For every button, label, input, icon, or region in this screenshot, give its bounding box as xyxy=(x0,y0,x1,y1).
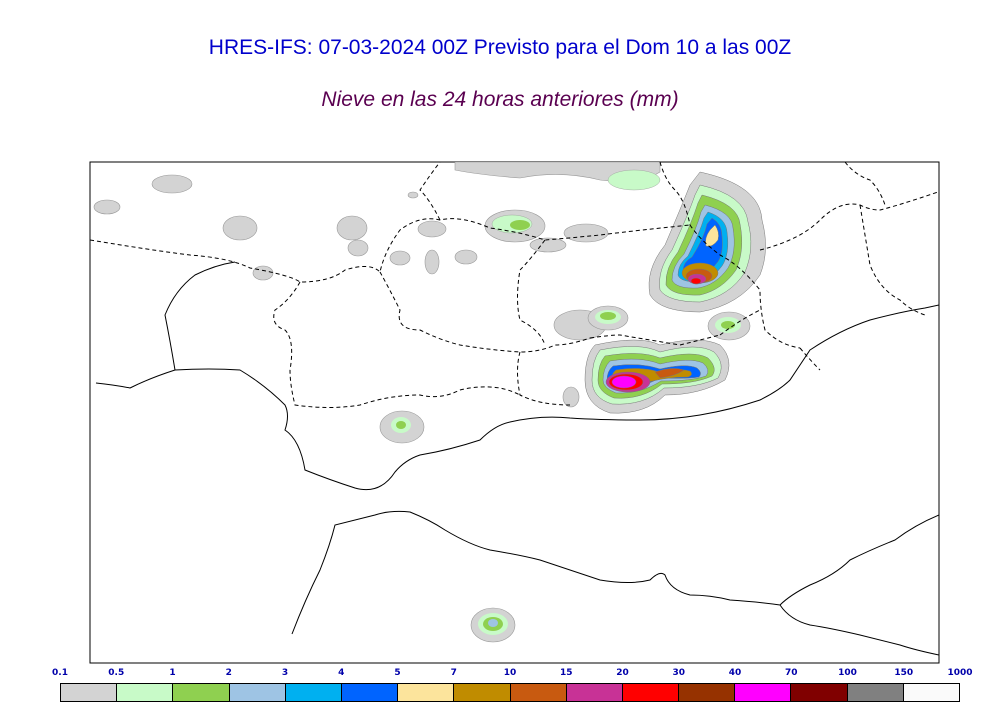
province-borders xyxy=(90,162,939,408)
legend-swatch xyxy=(510,684,567,701)
legend-swatch xyxy=(61,684,118,701)
legend-swatch xyxy=(229,684,286,701)
map-frame xyxy=(89,161,940,664)
legend-swatch xyxy=(735,684,792,701)
legend-swatch xyxy=(566,684,623,701)
legend-swatch xyxy=(173,684,230,701)
snow-maximum-central xyxy=(584,339,730,414)
snow-maximum-northeast xyxy=(648,171,766,313)
legend-tick-label: 1 xyxy=(169,668,176,678)
legend-tick-label: 5 xyxy=(394,668,401,678)
legend-swatch xyxy=(622,684,680,701)
legend-tick-label: 150 xyxy=(894,668,914,678)
legend-tick-label: 7 xyxy=(450,668,457,678)
legend-tick-label: 20 xyxy=(616,668,629,678)
legend-swatch xyxy=(847,684,904,701)
legend-swatch xyxy=(791,684,848,701)
legend-swatch xyxy=(903,684,959,701)
legend-tick-label: 4 xyxy=(338,668,345,678)
legend-tick-label: 30 xyxy=(672,668,686,678)
legend-tick-label: 40 xyxy=(728,668,742,678)
snow-patches-green xyxy=(379,169,751,643)
coastlines xyxy=(95,261,939,656)
legend-tick-label: 1000 xyxy=(947,668,973,678)
legend-tick-label: 100 xyxy=(838,668,857,678)
legend-tick-label: 15 xyxy=(559,668,573,678)
legend-tick-label: 10 xyxy=(503,668,517,678)
legend-swatch xyxy=(454,684,511,701)
legend-swatch xyxy=(117,684,174,701)
legend-tick-label: 70 xyxy=(784,668,798,678)
legend-tick-label: 0.5 xyxy=(108,668,125,678)
legend-swatch xyxy=(398,684,455,701)
legend-tick-label: 2 xyxy=(225,668,232,678)
legend-swatch xyxy=(285,684,342,701)
legend-tick-label: 3 xyxy=(281,668,289,678)
legend-colorbar xyxy=(60,683,960,702)
map-subtitle: Nieve en las 24 horas anteriores (mm) xyxy=(321,88,679,111)
legend-tick-label: 0.1 xyxy=(52,668,68,678)
legend-swatch xyxy=(341,684,399,701)
legend-swatch xyxy=(679,684,736,701)
map-title: HRES-IFS: 07-03-2024 00Z Previsto para e… xyxy=(208,36,792,59)
